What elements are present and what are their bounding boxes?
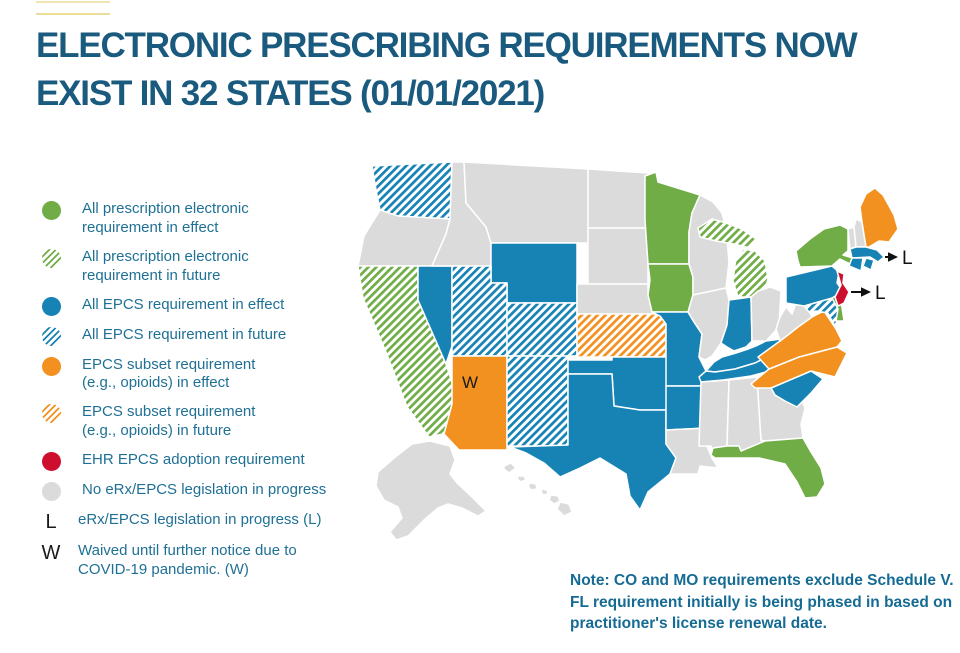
state-maine	[859, 187, 899, 248]
legend-item-rx_effect: All prescription electronic requirement …	[38, 200, 338, 238]
state-florida	[710, 437, 826, 499]
footnote: Note: CO and MO requirements exclude Sch…	[570, 572, 954, 633]
legend-swatch-legislation-letter: L	[45, 511, 57, 534]
state-ohio	[750, 286, 782, 342]
state-arizona	[443, 355, 508, 451]
legend-item-subset_future: EPCS subset requirement (e.g., opioids) …	[38, 403, 338, 441]
legislation-label-massachusetts: L	[902, 248, 913, 269]
state-rhode-island	[862, 257, 875, 271]
state-texas	[509, 373, 677, 511]
legend-item-none: No eRx/EPCS legislation in progress	[38, 481, 338, 502]
legend-label-subset_effect: EPCS subset requirement (e.g., opioids) …	[82, 355, 256, 392]
state-kansas	[576, 313, 667, 358]
legend-label-none: No eRx/EPCS legislation in progress	[82, 481, 327, 499]
legislation-arrow-new-jersey: L	[851, 283, 886, 304]
state-new-york	[795, 224, 867, 270]
state-south-dakota	[587, 227, 649, 285]
state-nebraska	[576, 283, 661, 315]
legislation-label-new-jersey: L	[875, 283, 886, 304]
legend-item-epcs_effect: All EPCS requirement in effect	[38, 296, 338, 316]
legend-label-subset_future: EPCS subset requirement (e.g., opioids) …	[82, 403, 256, 440]
decorative-gold-line-top	[36, 1, 110, 3]
legend-swatch-epcs_effect-circle	[42, 296, 61, 316]
legend-swatch-subset_future-circle	[42, 404, 61, 424]
legend-swatch-epcs_future-circle	[42, 326, 61, 346]
legend-swatch-subset_effect-circle	[42, 356, 61, 376]
state-new-mexico	[506, 355, 569, 447]
state-illinois	[687, 287, 730, 361]
legend-item-ehr_adoption: EHR EPCS adoption requirement	[38, 451, 338, 472]
legend-item-waived: W Waived until further notice due to COVI…	[38, 542, 338, 580]
state-north-dakota	[587, 168, 649, 229]
legend-label-ehr_adoption: EHR EPCS adoption requirement	[82, 451, 305, 469]
legend-item-rx_future: All prescription electronic requirement …	[38, 248, 338, 286]
legend-swatch-ehr_adoption-circle	[42, 452, 61, 472]
state-new-jersey	[834, 270, 850, 307]
state-alaska	[375, 440, 487, 541]
state-michigan-upper-peninsula	[697, 218, 757, 249]
page-title: ELECTRONIC PRESCRIBING REQUIREMENTS NOW …	[36, 26, 858, 113]
legend-item-epcs_future: All EPCS requirement in future	[38, 326, 338, 346]
state-mississippi	[698, 379, 732, 456]
state-south-carolina	[770, 370, 824, 408]
legend-swatch-rx_future-circle	[42, 248, 61, 268]
legend-label-epcs_future: All EPCS requirement in future	[82, 325, 287, 343]
legend-label-legislation: eRx/EPCS legislation in progress (L)	[78, 511, 322, 529]
legend-swatch-rx_effect-circle	[42, 201, 61, 220]
state-iowa	[647, 263, 694, 313]
waived-label-arizona: W	[462, 373, 478, 392]
legend-label-rx_effect: All prescription electronic requirement …	[82, 200, 249, 236]
legend-swatch-none-circle	[42, 482, 61, 502]
state-hawaii	[503, 462, 573, 517]
legend-label-rx_future: All prescription electronic requirement …	[82, 247, 249, 284]
state-colorado	[506, 302, 578, 357]
map-legend: All prescription electronic requirement …	[38, 200, 338, 590]
legend-item-subset_effect: EPCS subset requirement (e.g., opioids) …	[38, 356, 338, 394]
state-wisconsin	[688, 194, 730, 296]
legend-label-waived: Waived until further notice due to COVID…	[78, 542, 297, 579]
legend-label-epcs_effect: All EPCS requirement in effect	[82, 295, 285, 313]
state-washington	[371, 161, 453, 220]
decorative-gold-line-bottom	[36, 13, 110, 15]
legend-swatch-waived-letter: W	[41, 542, 61, 565]
legislation-arrow-massachusetts: L	[885, 248, 913, 269]
state-connecticut	[848, 257, 864, 272]
